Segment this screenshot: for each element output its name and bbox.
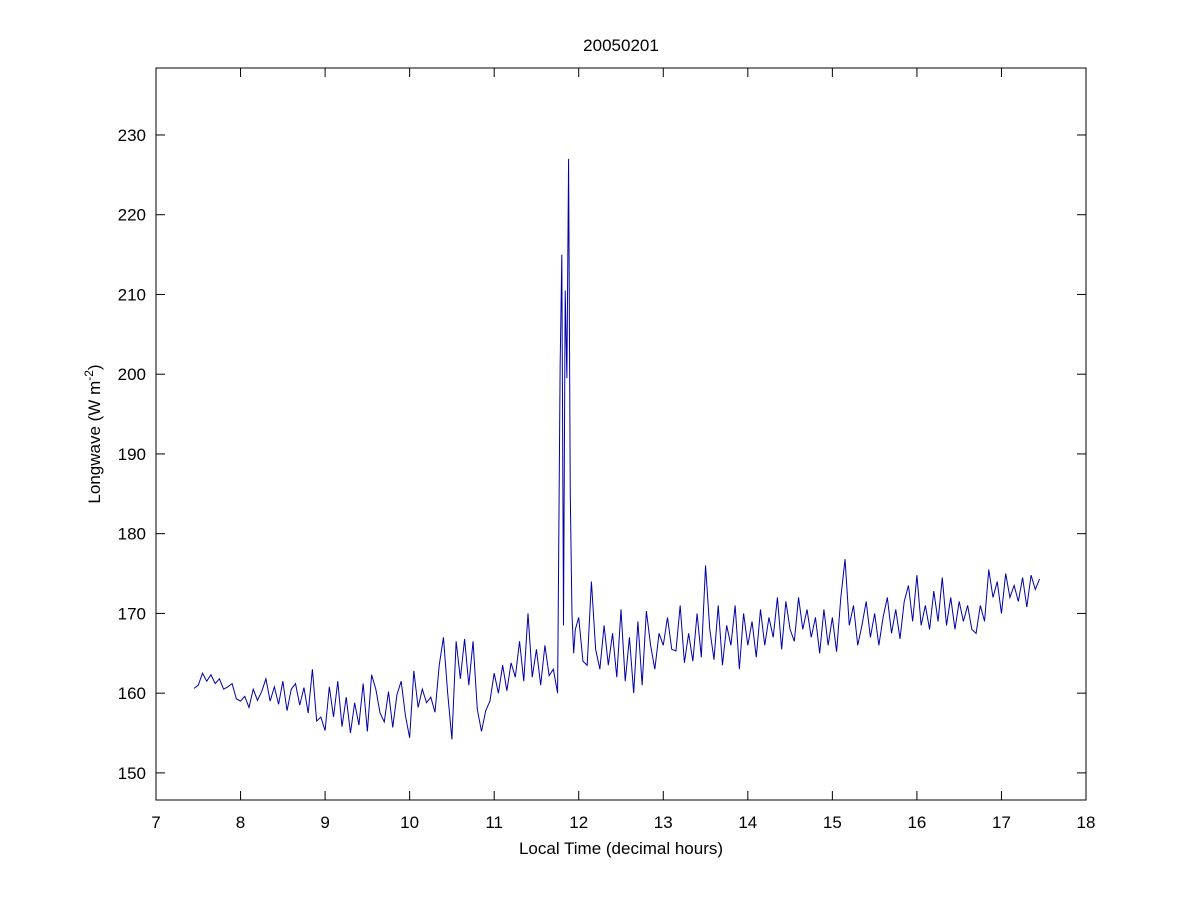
x-tick-label: 17 [992, 813, 1011, 832]
y-tick-label: 190 [118, 445, 146, 464]
y-tick-label: 160 [118, 684, 146, 703]
x-tick-label: 18 [1077, 813, 1096, 832]
x-tick-label: 10 [400, 813, 419, 832]
x-tick-label: 14 [738, 813, 757, 832]
y-tick-label: 150 [118, 764, 146, 783]
x-tick-label: 13 [654, 813, 673, 832]
x-tick-label: 15 [823, 813, 842, 832]
x-tick-label: 16 [907, 813, 926, 832]
y-axis-label-suffix: ) [85, 364, 104, 370]
data-line [193, 158, 1040, 740]
y-tick-label: 170 [118, 604, 146, 623]
y-tick-label: 210 [118, 285, 146, 304]
y-tick-label: 200 [118, 365, 146, 384]
y-tick-label: 230 [118, 126, 146, 145]
x-axis-label: Local Time (decimal hours) [519, 839, 723, 858]
y-axis-label: Longwave (W m-2) [82, 364, 104, 503]
x-tick-label: 7 [151, 813, 160, 832]
y-axis-label-sup: -2 [82, 370, 96, 381]
y-tick-label: 180 [118, 525, 146, 544]
x-tick-label: 9 [320, 813, 329, 832]
x-tick-label: 12 [569, 813, 588, 832]
x-tick-label: 11 [485, 813, 503, 832]
x-tick-label: 8 [236, 813, 245, 832]
chart-title: 20050201 [583, 36, 659, 55]
y-tick-label: 220 [118, 206, 146, 225]
y-axis-label-text: Longwave (W m [85, 381, 104, 504]
axes-box [155, 67, 1087, 801]
